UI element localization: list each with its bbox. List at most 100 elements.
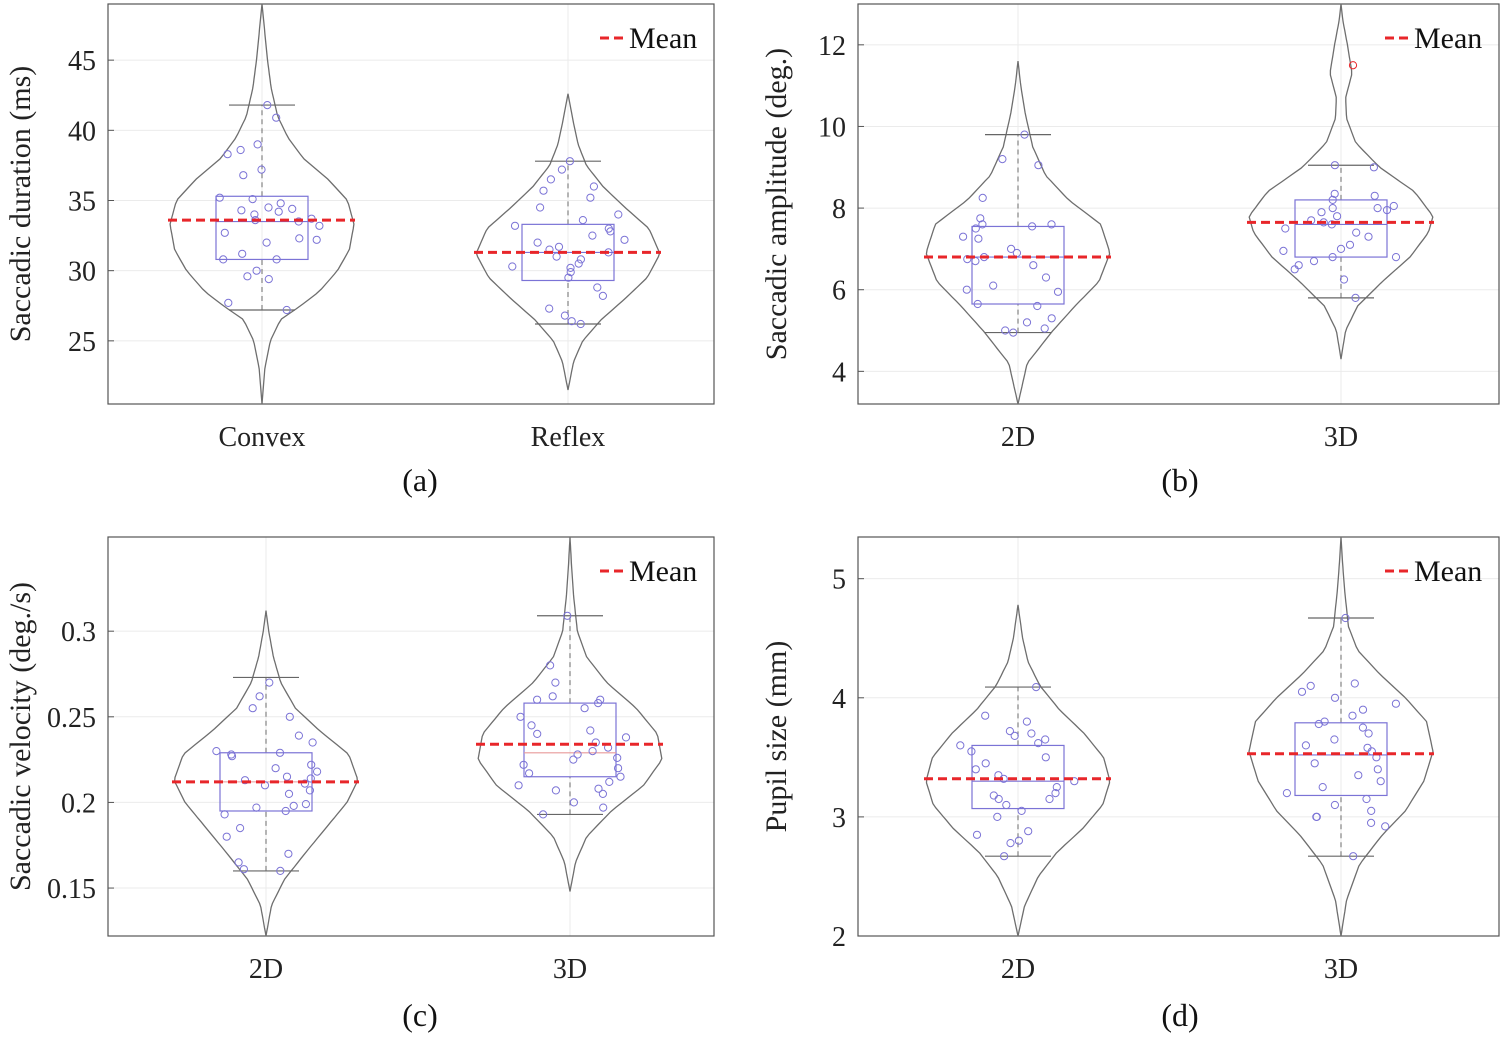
data-point — [1367, 806, 1376, 816]
data-point — [508, 262, 517, 271]
x-tick-label: 3D — [1324, 954, 1358, 985]
data-point — [1327, 220, 1336, 229]
violin-series — [924, 604, 1111, 937]
y-tick-label: 30 — [68, 257, 96, 288]
data-point — [973, 299, 982, 309]
data-point — [972, 830, 982, 839]
x-tick-label: 3D — [553, 954, 587, 985]
data-point — [1306, 681, 1315, 691]
data-point — [971, 257, 980, 266]
data-point — [312, 235, 321, 244]
data-point — [284, 789, 294, 799]
violin-outline — [169, 3, 355, 405]
data-point — [1339, 275, 1349, 284]
data-point — [1330, 189, 1339, 198]
data-point — [993, 812, 1002, 822]
data-point — [569, 798, 579, 807]
data-point — [1041, 753, 1050, 762]
data-point — [236, 824, 245, 833]
data-point — [306, 774, 315, 783]
data-point — [1281, 224, 1290, 233]
data-point — [1010, 731, 1019, 741]
data-point — [971, 224, 980, 233]
data-point — [1362, 794, 1371, 804]
y-tick-label: 8 — [832, 194, 846, 225]
data-point — [1014, 836, 1024, 845]
data-point — [313, 767, 322, 776]
data-point — [588, 747, 597, 756]
violin-series — [474, 93, 661, 391]
data-point — [239, 171, 248, 180]
data-point — [533, 729, 542, 739]
x-tick-label: 2D — [1001, 954, 1035, 985]
y-tick-label: 25 — [68, 327, 96, 358]
iqr-box — [1294, 722, 1388, 797]
data-point — [533, 695, 542, 704]
data-point — [1330, 800, 1340, 810]
data-point — [243, 272, 252, 281]
data-point — [1053, 287, 1063, 296]
data-point — [567, 317, 576, 326]
data-point — [552, 252, 561, 261]
data-point — [1310, 759, 1319, 768]
data-point — [1309, 257, 1319, 266]
data-point — [248, 195, 257, 204]
data-point — [967, 747, 976, 756]
data-point — [596, 695, 605, 704]
data-point — [1376, 777, 1385, 786]
data-point — [1381, 822, 1390, 831]
data-point — [516, 712, 525, 721]
y-tick-label: 0.25 — [47, 703, 96, 734]
data-point — [252, 803, 261, 812]
legend-label: Mean — [1414, 22, 1482, 55]
iqr-box — [523, 702, 617, 778]
x-tick-label: 2D — [1001, 422, 1035, 453]
data-point — [1364, 232, 1373, 241]
data-point — [551, 678, 560, 687]
data-point — [1000, 852, 1009, 861]
data-point — [620, 235, 629, 244]
data-point — [1351, 293, 1360, 302]
data-point — [557, 165, 567, 174]
data-point — [1017, 806, 1026, 816]
data-point — [1020, 130, 1029, 139]
data-point — [545, 304, 554, 313]
data-point — [271, 764, 280, 773]
data-point — [566, 268, 575, 277]
data-point — [1330, 693, 1340, 702]
data-point — [1040, 324, 1049, 333]
data-point — [580, 704, 589, 713]
violin-outline — [475, 93, 661, 391]
data-point — [616, 772, 625, 781]
data-point — [264, 203, 273, 212]
y-axis-label: Saccadic amplitude (deg.) — [760, 48, 793, 360]
data-point — [1341, 613, 1350, 623]
data-point — [1001, 326, 1010, 335]
violin-outline — [1248, 536, 1434, 937]
violin-outline — [173, 610, 359, 937]
data-point — [282, 305, 291, 315]
data-point — [1328, 195, 1337, 204]
data-point — [566, 263, 575, 272]
data-point — [237, 206, 246, 215]
data-point — [1369, 163, 1379, 172]
data-point — [1027, 729, 1036, 738]
data-point — [308, 738, 317, 747]
data-point — [981, 759, 990, 768]
data-point — [1370, 191, 1379, 200]
legend-label: Mean — [629, 555, 697, 588]
data-point — [227, 750, 236, 759]
violin-series — [1247, 536, 1434, 937]
data-point — [564, 273, 573, 282]
data-point — [1007, 244, 1016, 253]
chart-panel: 4 6 8 10 12 Saccadic amplitude (deg.) 2D 3D Mean… — [760, 3, 1500, 498]
data-point — [1024, 827, 1033, 836]
data-point — [272, 255, 281, 264]
data-point — [234, 858, 243, 867]
data-point — [1367, 818, 1376, 828]
data-point — [976, 214, 985, 223]
data-point — [240, 776, 250, 785]
data-point — [548, 692, 557, 701]
data-point — [539, 186, 548, 195]
data-point — [525, 769, 534, 778]
